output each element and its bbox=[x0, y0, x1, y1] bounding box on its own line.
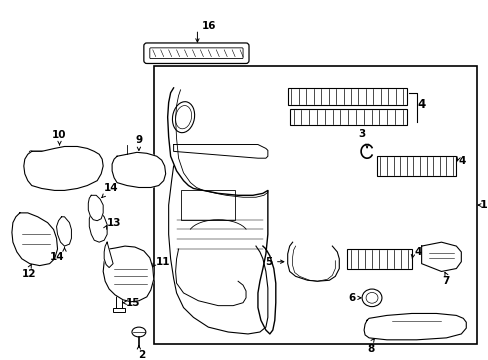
Polygon shape bbox=[89, 210, 107, 242]
Bar bbox=[289, 109, 406, 125]
Text: 9: 9 bbox=[135, 135, 142, 144]
Polygon shape bbox=[421, 242, 460, 271]
Polygon shape bbox=[103, 246, 153, 302]
Bar bbox=[153, 66, 476, 344]
Text: 1: 1 bbox=[479, 200, 487, 210]
Bar bbox=[116, 296, 122, 311]
FancyBboxPatch shape bbox=[51, 151, 70, 166]
Text: 12: 12 bbox=[22, 269, 36, 279]
Polygon shape bbox=[364, 314, 466, 340]
Bar bbox=[180, 190, 235, 220]
FancyBboxPatch shape bbox=[29, 166, 48, 181]
Polygon shape bbox=[12, 213, 58, 266]
FancyBboxPatch shape bbox=[138, 161, 159, 179]
Text: 8: 8 bbox=[366, 344, 373, 354]
Text: 16: 16 bbox=[201, 21, 215, 31]
Bar bbox=[287, 88, 406, 105]
Text: 3: 3 bbox=[358, 129, 365, 139]
Polygon shape bbox=[24, 147, 103, 190]
FancyBboxPatch shape bbox=[29, 151, 48, 166]
FancyBboxPatch shape bbox=[149, 48, 243, 59]
Text: 14: 14 bbox=[50, 252, 65, 262]
Bar bbox=[113, 307, 125, 311]
Text: 15: 15 bbox=[126, 298, 140, 308]
FancyBboxPatch shape bbox=[51, 166, 70, 181]
FancyBboxPatch shape bbox=[143, 43, 248, 63]
Text: 4: 4 bbox=[414, 247, 421, 257]
Text: 7: 7 bbox=[442, 276, 449, 286]
Text: 2: 2 bbox=[138, 350, 145, 360]
Text: 14: 14 bbox=[104, 183, 119, 193]
Text: 6: 6 bbox=[347, 293, 354, 303]
Text: 4: 4 bbox=[457, 156, 465, 166]
Polygon shape bbox=[112, 152, 165, 188]
Text: 4: 4 bbox=[417, 98, 425, 111]
Polygon shape bbox=[104, 242, 113, 267]
Text: 13: 13 bbox=[107, 218, 122, 228]
Polygon shape bbox=[57, 217, 71, 246]
Text: 11: 11 bbox=[156, 257, 170, 267]
FancyBboxPatch shape bbox=[114, 161, 135, 179]
Text: 10: 10 bbox=[52, 130, 67, 140]
Bar bbox=[376, 156, 455, 176]
Bar bbox=[346, 249, 411, 269]
Text: 5: 5 bbox=[265, 257, 272, 267]
Polygon shape bbox=[88, 195, 103, 221]
